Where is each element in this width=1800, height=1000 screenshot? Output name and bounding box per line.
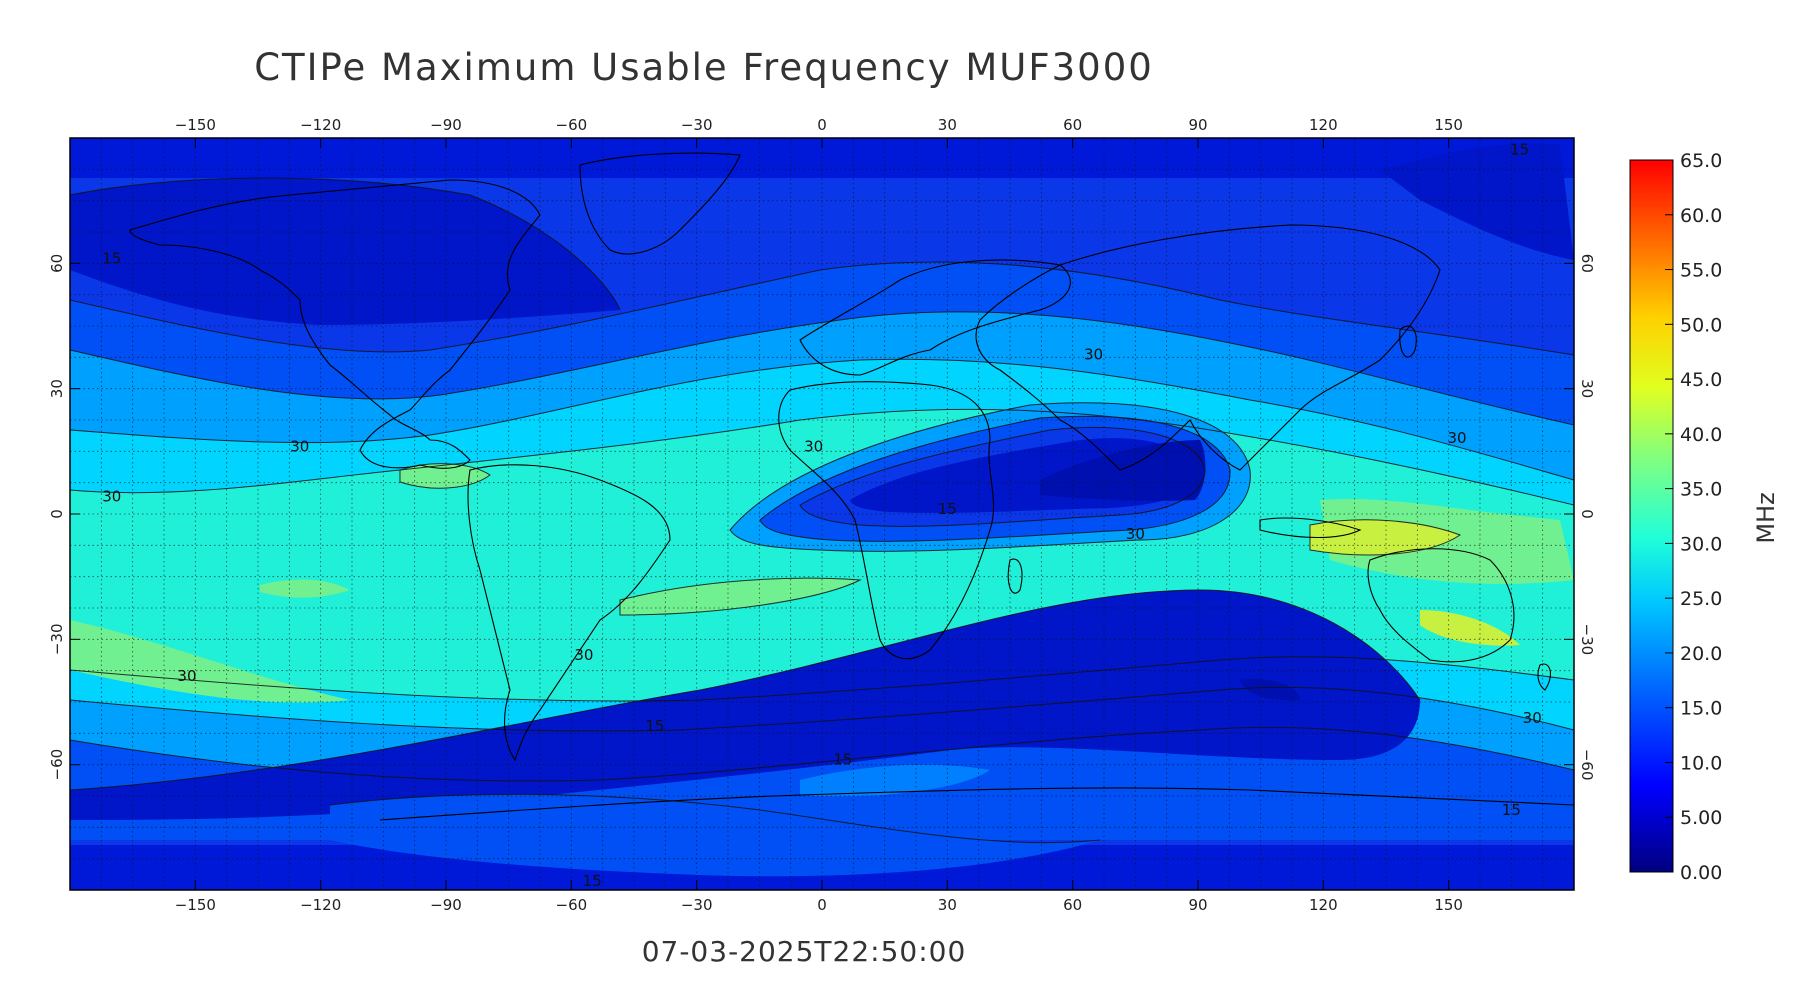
contour-label: 15 — [102, 249, 121, 267]
colorbar-label: 50.0 — [1680, 314, 1722, 336]
contour-value-labels: 15 15 15 15 15 15 15 30 30 30 30 30 30 30 30 30 — [102, 141, 1542, 890]
contour-label: 30 — [1447, 429, 1466, 447]
lon-tick-label-bottom: 60 — [1063, 896, 1082, 914]
lat-axis-left: −60 −30 0 30 60 — [48, 254, 80, 781]
colorbar-label: 25.0 — [1680, 588, 1722, 610]
lat-tick-label-left: 0 — [48, 509, 66, 519]
lon-tick-label-top: −30 — [681, 116, 713, 134]
lon-tick-label-top: −90 — [430, 116, 462, 134]
contour-label: 30 — [1523, 709, 1542, 727]
contour-label: 30 — [290, 437, 309, 455]
contour-label: 15 — [645, 717, 664, 735]
lon-tick-label-bottom: 150 — [1434, 896, 1463, 914]
colorbar-label: 45.0 — [1680, 369, 1722, 391]
contour-label: 30 — [102, 487, 121, 505]
muf-patch-40-b — [1420, 610, 1520, 646]
lat-tick-label-left: 60 — [48, 254, 66, 273]
coastline-north-america — [129, 179, 541, 469]
colorbar-label: 15.0 — [1680, 698, 1722, 720]
muf-low-region-northamerica — [70, 178, 620, 325]
lat-tick-label-left: 30 — [48, 379, 66, 398]
muf-patch-35-c — [620, 578, 860, 615]
contour-label: 15 — [833, 751, 852, 769]
colorbar-label: 0.00 — [1680, 862, 1722, 884]
colorbar-label: 30.0 — [1680, 533, 1722, 555]
muf-patch-40-a — [1310, 519, 1460, 555]
coastline-africa — [778, 381, 995, 660]
contour-lines — [70, 177, 1574, 844]
lat-tick-label-right: 30 — [1578, 379, 1596, 398]
lon-tick-label-bottom: −60 — [556, 896, 588, 914]
lon-tick-label-bottom: −30 — [681, 896, 713, 914]
lon-tick-label-top: −120 — [300, 116, 341, 134]
page-title: CTIPe Maximum Usable Frequency MUF3000 — [254, 46, 1154, 89]
coastline-asia — [975, 224, 1441, 471]
lat-tick-label-right: −30 — [1578, 624, 1596, 656]
lon-tick-label-top: −60 — [556, 116, 588, 134]
lon-tick-label-bottom: −120 — [300, 896, 341, 914]
lon-axis-bottom: −150 −120 −90 −60 −30 0 30 60 90 120 150 — [175, 880, 1463, 914]
colorbar-label: 20.0 — [1680, 643, 1722, 665]
lon-tick-label-top: 60 — [1063, 116, 1082, 134]
coastline-madagascar — [1007, 558, 1023, 594]
lon-tick-label-top: 90 — [1188, 116, 1207, 134]
lon-tick-label-bottom: −90 — [430, 896, 462, 914]
colorbar-label: 55.0 — [1680, 260, 1722, 282]
colorbar-gradient — [1629, 159, 1674, 873]
colorbar-label: 10.0 — [1680, 752, 1722, 774]
lon-tick-label-bottom: 30 — [938, 896, 957, 914]
coastline-south-america — [467, 464, 671, 762]
coastline-japan — [1399, 325, 1417, 358]
contour-label: 30 — [804, 437, 823, 455]
lat-tick-label-left: −60 — [48, 749, 66, 781]
coastline-europe — [799, 259, 1071, 376]
lat-axis-right: −60 −30 0 30 60 — [1564, 254, 1596, 781]
lon-tick-label-top: 30 — [938, 116, 957, 134]
colorbar-ticks: 65.0 60.0 55.0 50.0 45.0 40.0 35.0 30.0 25.0 20.0… — [1665, 150, 1722, 884]
colorbar-label: 60.0 — [1680, 205, 1722, 227]
coastline-greenland — [579, 152, 741, 255]
coastline-new-zealand — [1537, 663, 1551, 691]
muf-patch-35-d — [70, 620, 350, 703]
lon-tick-label-top: −150 — [175, 116, 216, 134]
lat-tick-label-right: 0 — [1578, 509, 1596, 519]
lon-tick-label-bottom: 90 — [1188, 896, 1207, 914]
muf-low-region-southern-ocean — [70, 590, 1420, 820]
coastline-indonesia — [1259, 517, 1362, 538]
coastline-australia — [1367, 548, 1515, 663]
contour-label: 30 — [1084, 345, 1103, 363]
lat-tick-label-left: −30 — [48, 624, 66, 656]
lon-tick-label-bottom: 0 — [817, 896, 827, 914]
unit-label: MHz — [1752, 492, 1780, 543]
timestamp: 07-03-2025T22:50:00 — [641, 935, 967, 968]
graticule — [70, 138, 1574, 890]
lon-tick-label-bottom: −150 — [175, 896, 216, 914]
contour-label: 30 — [574, 646, 593, 664]
contour-label: 15 — [938, 500, 957, 518]
contour-label: 30 — [1126, 525, 1145, 543]
map-plot — [70, 138, 1574, 890]
lat-tick-label-right: 60 — [1578, 254, 1596, 273]
lon-tick-label-bottom: 120 — [1309, 896, 1338, 914]
muf-patch-35-a — [400, 463, 490, 489]
colorbar-label: 40.0 — [1680, 424, 1722, 446]
lon-tick-label-top: 120 — [1309, 116, 1338, 134]
lat-tick-label-right: −60 — [1578, 749, 1596, 781]
colorbar-label: 65.0 — [1680, 150, 1722, 172]
lon-tick-label-top: 0 — [817, 116, 827, 134]
muf-patch-35-b — [260, 579, 350, 598]
contour-label: 30 — [177, 667, 196, 685]
contour-label: 15 — [583, 872, 602, 890]
lon-axis-top: −150 −120 −90 −60 −30 0 30 60 90 120 150 — [175, 116, 1463, 148]
colorbar: 65.0 60.0 55.0 50.0 45.0 40.0 35.0 30.0 25.0 20.0… — [1629, 150, 1780, 884]
lon-tick-label-top: 150 — [1434, 116, 1463, 134]
contour-label: 15 — [1510, 141, 1529, 159]
colorbar-label: 35.0 — [1680, 479, 1722, 501]
contour-label: 15 — [1502, 801, 1521, 819]
colorbar-label: 5.00 — [1680, 807, 1722, 829]
